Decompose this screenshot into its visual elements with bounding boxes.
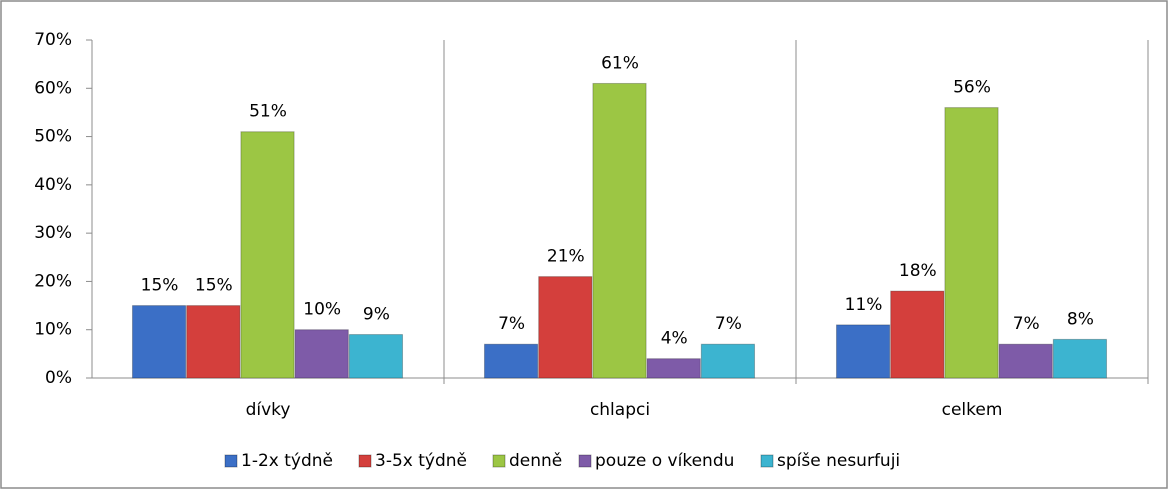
legend-label: spíše nesurfuji (777, 451, 900, 471)
legend-label: 1-2x týdně (241, 451, 333, 471)
legend-swatch (578, 454, 592, 468)
value-label: 61% (601, 53, 639, 73)
bar (700, 343, 756, 379)
x-tick-label: dívky (246, 400, 291, 420)
value-label: 4% (661, 329, 688, 349)
bar (944, 107, 999, 379)
y-tick-label: 30% (34, 223, 72, 243)
bar (186, 305, 241, 379)
bar (1052, 338, 1108, 379)
value-label: 11% (845, 295, 883, 315)
legend-swatch (760, 454, 774, 468)
y-tick-label: 20% (34, 271, 72, 291)
bar (348, 334, 404, 379)
value-label: 10% (303, 300, 341, 320)
bar (835, 324, 891, 379)
legend-swatch (224, 454, 238, 468)
y-tick-label: 50% (34, 127, 72, 147)
y-tick-label: 10% (34, 320, 72, 340)
bar (131, 305, 187, 379)
y-tick-label: 70% (34, 30, 72, 50)
value-label: 56% (953, 78, 991, 98)
bar (646, 358, 701, 379)
bar (294, 329, 349, 379)
bar (538, 276, 593, 379)
legend-label: pouze o víkendu (595, 451, 734, 471)
legend-swatch (492, 454, 506, 468)
bar (998, 343, 1053, 379)
bar (592, 82, 647, 379)
value-label: 18% (899, 261, 937, 281)
y-tick-label: 60% (34, 78, 72, 98)
legend-label: denně (509, 451, 562, 471)
y-tick-label: 0% (45, 368, 72, 388)
value-label: 51% (249, 102, 287, 122)
value-label: 7% (1013, 314, 1040, 334)
value-label: 9% (363, 305, 390, 325)
legend-swatch (358, 454, 372, 468)
bar (240, 131, 295, 379)
value-label: 8% (1067, 309, 1094, 329)
y-tick-label: 40% (34, 175, 72, 195)
bar (483, 343, 539, 379)
value-label: 21% (547, 247, 585, 267)
value-label: 7% (715, 314, 742, 334)
x-tick-label: celkem (942, 400, 1003, 420)
value-label: 15% (141, 276, 179, 296)
value-label: 7% (498, 314, 525, 334)
x-tick-label: chlapci (590, 400, 650, 420)
legend-label: 3-5x týdně (375, 451, 467, 471)
value-label: 15% (195, 276, 233, 296)
bar (890, 290, 945, 379)
